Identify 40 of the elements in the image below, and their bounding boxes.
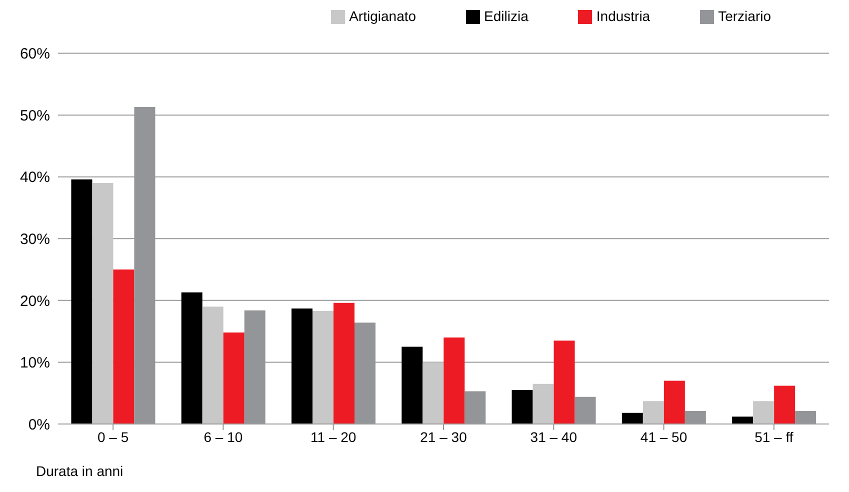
bar [554, 340, 575, 424]
bar [113, 270, 134, 424]
y-tick-label: 0% [28, 416, 50, 434]
y-tick-label: 20% [20, 292, 50, 310]
bar [312, 310, 334, 424]
bar [223, 332, 244, 424]
bar [512, 390, 533, 424]
bar [422, 362, 444, 424]
y-tick-label: 40% [20, 169, 50, 186]
y-tick-label: 30% [20, 230, 50, 248]
bar [664, 380, 685, 424]
bar [642, 401, 664, 424]
x-tick-label: 0 – 5 [98, 428, 129, 445]
x-tick-label: 11 – 20 [310, 428, 356, 445]
legend-label: Industria [596, 8, 650, 24]
x-tick-label: 51 – ff [754, 428, 794, 445]
x-tick-label: 41 – 50 [640, 428, 688, 445]
bar [292, 308, 313, 424]
bar [444, 338, 465, 424]
bar [753, 401, 774, 424]
legend-label: Terziario [718, 8, 771, 24]
x-tick-label: 31 – 40 [530, 428, 578, 445]
bar [622, 412, 643, 424]
bar [732, 416, 754, 424]
y-tick-label: 10% [20, 354, 50, 372]
x-axis-title: Durata in anni [36, 463, 124, 479]
bar [402, 346, 423, 424]
bar [202, 306, 224, 424]
bar [71, 179, 92, 424]
legend-label: Edilizia [484, 8, 528, 24]
bar [181, 292, 202, 424]
bar [774, 386, 796, 424]
x-tick-label: 6 – 10 [204, 428, 243, 445]
y-tick-label: 50% [20, 107, 50, 124]
legend-label: Artigianato [349, 8, 416, 24]
y-tick-label: 60% [20, 46, 50, 63]
bar [334, 302, 355, 424]
x-tick-label: 21 – 30 [420, 428, 468, 445]
bar [92, 183, 114, 424]
bar [532, 384, 554, 424]
